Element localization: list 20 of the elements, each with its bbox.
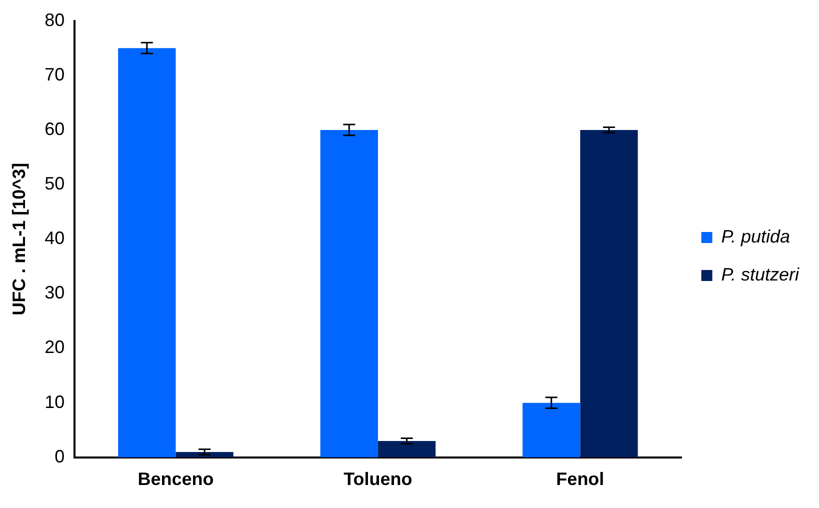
legend-label: P. stutzeri	[721, 264, 800, 284]
bar	[320, 130, 378, 458]
bar	[580, 130, 638, 458]
y-tick-label: 70	[44, 64, 65, 84]
y-tick-label: 10	[44, 392, 65, 412]
y-tick-label: 50	[44, 173, 65, 194]
y-tick-label: 20	[44, 337, 65, 358]
y-tick-label: 60	[44, 118, 65, 139]
y-tick-label: 40	[44, 228, 65, 248]
y-axis-title: UFC . mL-1 [10^3]	[8, 162, 29, 316]
y-tick-label: 0	[54, 446, 65, 466]
legend-label: P. putida	[721, 226, 790, 246]
y-tick-label: 30	[44, 282, 65, 303]
bar	[378, 441, 436, 458]
x-tick-label: Fenol	[556, 469, 604, 490]
x-tick-label: Tolueno	[344, 469, 412, 490]
bar	[118, 48, 176, 458]
x-tick-label: Benceno	[138, 469, 214, 490]
y-tick-label: 80	[44, 10, 65, 30]
bar	[522, 402, 580, 458]
